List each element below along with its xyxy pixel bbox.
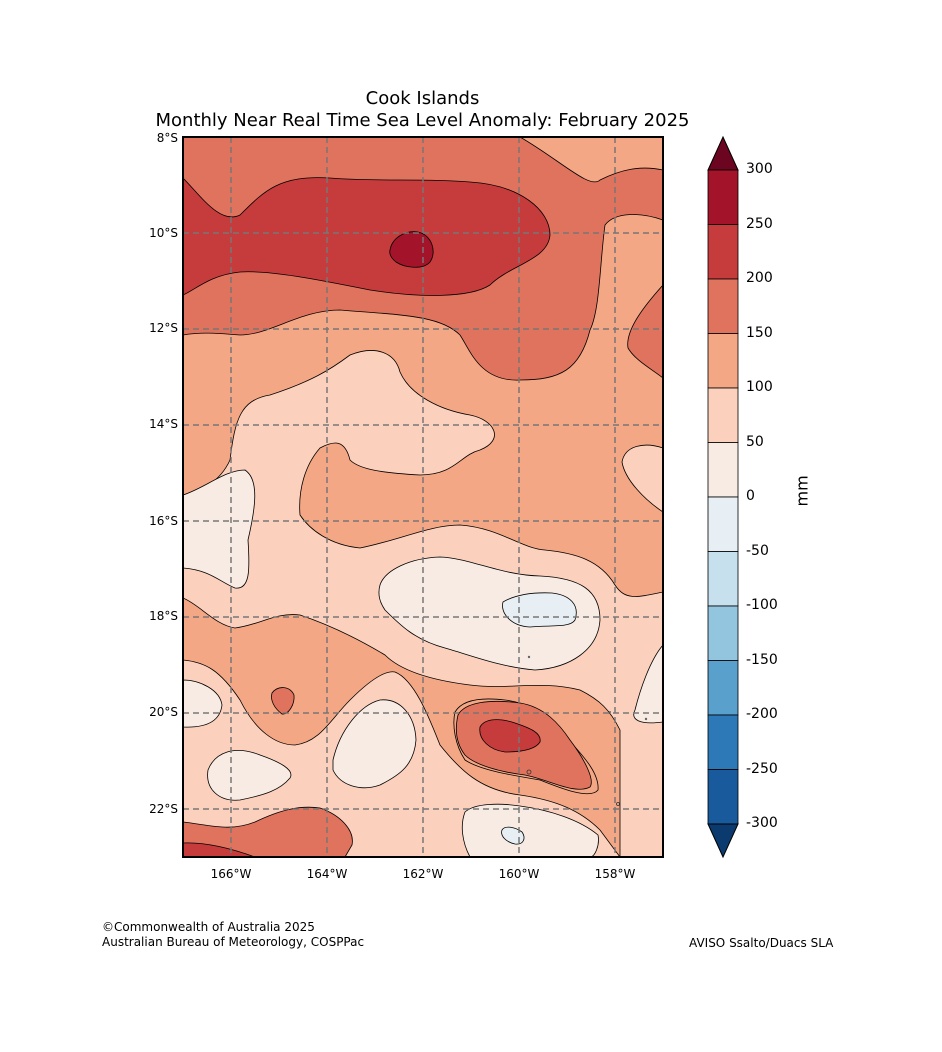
copyright-text: ©Commonwealth of Australia 2025 [102,920,315,934]
lat-label: 16°S [149,514,178,528]
colorbar-tick-label: 300 [746,161,773,177]
gridlines [183,137,663,857]
lat-label: 12°S [149,321,178,335]
colorbar [707,135,739,859]
contour-150-200-southwest [183,806,353,857]
colorbar-tick-label: -150 [746,651,778,668]
colorbar-tick-label: 250 [746,215,773,232]
lat-label: 14°S [149,417,178,431]
island-marker [644,717,648,721]
contour-200-250-center [479,719,541,753]
contour-150-200-east [627,284,663,379]
colorbar-segment [707,169,739,225]
lon-label: 162°W [402,867,444,881]
colorbar-segment [707,278,739,334]
lat-label: 18°S [149,609,178,623]
lat-label: 20°S [149,705,178,719]
colorbar-segment [707,714,739,770]
contour-0-50-south-2 [332,699,417,789]
colorbar-segment [707,660,739,716]
colorbar-tick-label: -250 [746,760,778,777]
contour-neg50-0-central [502,592,577,628]
colorbar-over-triangle [707,135,739,171]
contour-150-200-small [271,687,295,715]
colorbar-under-triangle [707,823,739,859]
island-marker [526,769,532,775]
lon-label: 164°W [306,867,348,881]
contour-0-50-south-1 [207,750,292,801]
lon-label: 160°W [498,867,540,881]
map-title: Cook Islands [365,88,480,109]
lat-label: 10°S [149,226,178,240]
colorbar-segment [707,387,739,443]
colorbar-segment [707,769,739,825]
agency-text: Australian Bureau of Meteorology, COSPPa… [102,935,365,949]
lon-label: 166°W [210,867,252,881]
island-marker [527,655,531,659]
contour-50-100-east [621,444,663,513]
colorbar-tick-label: 0 [746,488,755,504]
colorbar-segment [707,442,739,498]
colorbar-tick-label: 150 [746,324,773,341]
lat-label: 22°S [149,802,178,816]
colorbar-tick-label: -50 [746,542,769,559]
lon-label: 158°W [594,867,636,881]
lat-label: 8°S [156,131,178,145]
island-marker [609,711,611,713]
contour-0-50-south-3 [461,803,599,857]
colorbar-tick-label: -200 [746,706,778,722]
colorbar-tick-label: -300 [746,815,778,831]
colorbar-segment [707,496,739,552]
source-text: AVISO Ssalto/Duacs SLA [689,936,834,950]
colorbar-segment [707,551,739,607]
contour-0-50-southwest [183,679,223,728]
colorbar-segment [707,605,739,661]
colorbar-tick-label: 50 [746,433,764,450]
contour-0-50-central [378,556,601,671]
colorbar-segment [707,224,739,280]
colorbar-unit: mm [792,475,812,507]
colorbar-segment [707,333,739,389]
map-subtitle: Monthly Near Real Time Sea Level Anomaly… [155,110,690,131]
map-frame [182,136,664,858]
colorbar-tick-label: 200 [746,270,773,286]
contour-0-50-east [633,644,663,724]
contour-200-250-north [183,177,551,296]
colorbar-tick-label: -100 [746,597,778,613]
island-marker [616,802,620,806]
contour-0-50-west [183,469,256,589]
colorbar-tick-label: 100 [746,379,773,395]
